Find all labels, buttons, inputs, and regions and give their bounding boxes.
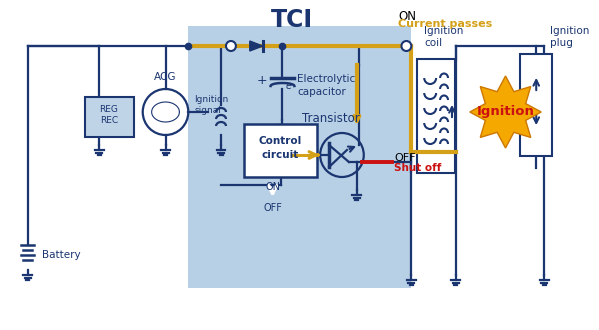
Text: Ignition: Ignition xyxy=(477,106,534,118)
Text: e: e xyxy=(286,81,292,91)
Text: REG
REC: REG REC xyxy=(99,105,119,125)
Text: TCI: TCI xyxy=(271,8,313,32)
FancyBboxPatch shape xyxy=(84,96,134,137)
Text: ON: ON xyxy=(398,10,416,23)
Text: Ignition
plug: Ignition plug xyxy=(550,26,589,49)
Text: Control
circuit: Control circuit xyxy=(259,136,302,160)
Text: OFF: OFF xyxy=(395,153,416,163)
Text: Transistor: Transistor xyxy=(302,112,360,125)
FancyBboxPatch shape xyxy=(418,59,455,173)
Text: +: + xyxy=(257,75,268,87)
Text: Ignition
signal: Ignition signal xyxy=(194,95,229,115)
Text: ON: ON xyxy=(265,182,280,192)
Polygon shape xyxy=(250,41,263,51)
Text: Battery: Battery xyxy=(41,250,80,260)
Text: ACG: ACG xyxy=(155,72,177,82)
Text: Electrolytic
capacitor: Electrolytic capacitor xyxy=(297,74,356,97)
FancyBboxPatch shape xyxy=(188,26,412,288)
Circle shape xyxy=(401,41,412,51)
Text: Shut off: Shut off xyxy=(395,163,442,173)
Circle shape xyxy=(226,41,236,51)
Text: Current passes: Current passes xyxy=(398,19,493,29)
Text: OFF: OFF xyxy=(263,203,282,213)
FancyBboxPatch shape xyxy=(244,123,317,177)
FancyBboxPatch shape xyxy=(521,54,552,156)
Text: Ignition
coil: Ignition coil xyxy=(424,26,464,49)
Polygon shape xyxy=(470,76,541,148)
